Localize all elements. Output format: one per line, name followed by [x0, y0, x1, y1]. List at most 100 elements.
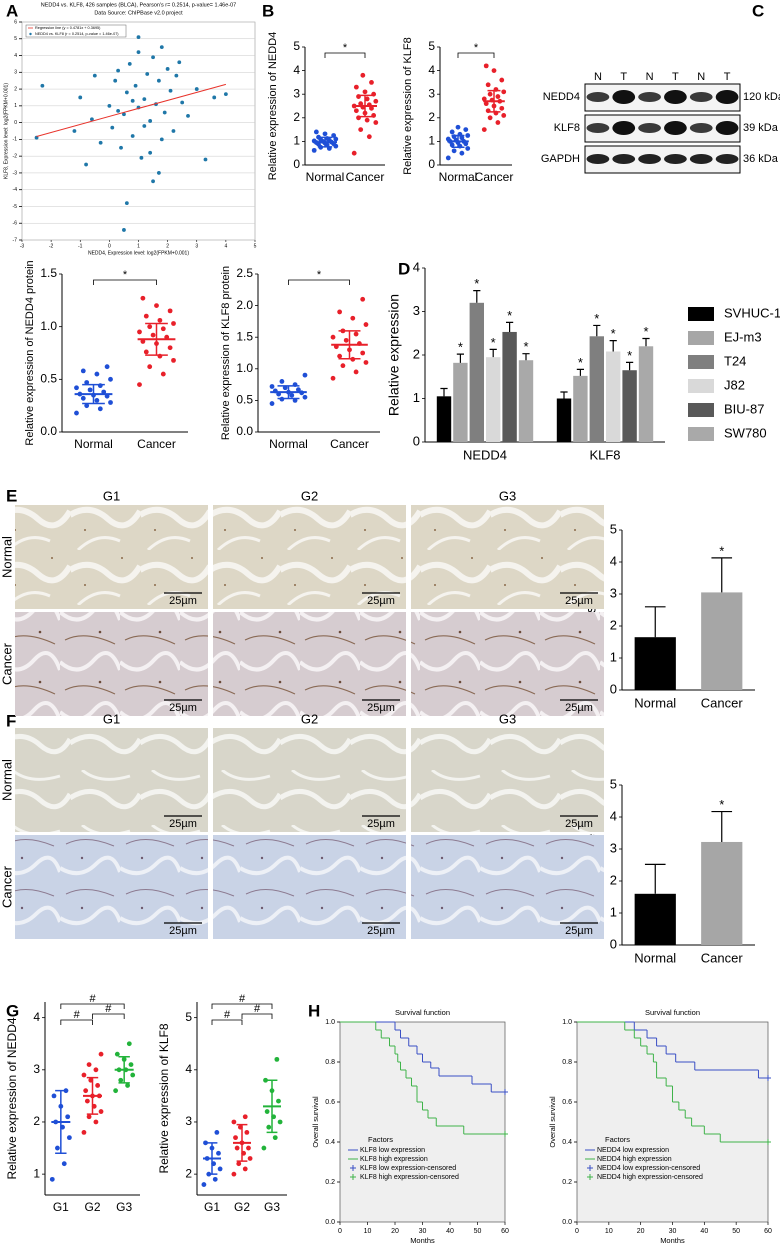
dot: [98, 1109, 104, 1114]
legend-swatch: [688, 427, 714, 441]
dot: [289, 392, 295, 398]
significance-label: #: [239, 993, 246, 1005]
legend-label: Regression line (y = 0.4781x + 0.3695): [35, 26, 101, 30]
dot: [501, 113, 507, 118]
dot: [302, 394, 308, 400]
x-tick-label: 0: [338, 1228, 342, 1235]
y-tick-label: 0.6: [562, 1099, 572, 1106]
dot: [481, 127, 487, 132]
dot: [330, 375, 336, 381]
legend-label: NEDD4 low expression: [597, 1147, 669, 1154]
dot: [157, 317, 163, 323]
micrograph: [213, 728, 406, 832]
dot: [337, 353, 343, 359]
dot: [80, 395, 86, 401]
point: [130, 98, 135, 103]
point: [180, 100, 185, 105]
x-tick-label: 0: [575, 1228, 579, 1235]
scale-bar-label: 25µm: [367, 818, 395, 830]
y-tick-label: 4: [33, 1010, 40, 1024]
censored-mark: [502, 1131, 508, 1137]
blot-band: [586, 123, 610, 133]
scale-bar-label: 25µm: [367, 702, 395, 714]
legend-box: [25, 24, 127, 38]
y-tick-label: 0.8: [562, 1059, 572, 1066]
dot: [333, 136, 339, 142]
x-tick-label: G1: [53, 1200, 69, 1214]
bar: [453, 362, 468, 442]
dot: [459, 150, 465, 156]
y-tick-label: 4: [428, 63, 435, 77]
dot: [171, 321, 176, 326]
x-tick-label: Normal: [306, 170, 345, 184]
point: [212, 95, 217, 100]
legend-swatch: [688, 379, 714, 393]
y-tick-label: 2: [610, 617, 617, 632]
y-tick-label: 1.5: [40, 266, 57, 280]
scale-bar-label: 25µm: [565, 925, 593, 937]
lane-label: N: [594, 71, 602, 83]
significance-label: #: [89, 993, 96, 1005]
dot: [369, 105, 374, 111]
dot: [340, 363, 346, 369]
dot: [86, 1114, 92, 1120]
dot: [353, 84, 359, 90]
chart-subtitle: Data Source: ChIPBase v2.0 project: [94, 10, 183, 16]
regression-line: [36, 83, 227, 137]
legend-label: SVHUC-1: [724, 305, 780, 320]
point: [119, 145, 123, 150]
scale-bar-label: 25µm: [565, 702, 593, 714]
point: [92, 73, 97, 78]
dot: [80, 368, 86, 374]
dot: [51, 1093, 57, 1099]
sd-whisker: [86, 1076, 99, 1115]
y-tick-label: 5: [293, 39, 300, 53]
dot: [449, 142, 455, 148]
y-axis-label: Relative expression of NEDD4 protein: [24, 260, 36, 445]
dot: [264, 1109, 270, 1114]
error-bar: [609, 340, 617, 352]
point: [98, 140, 103, 145]
scale-bar-label: 25µm: [367, 595, 395, 607]
dot: [337, 309, 343, 315]
sd-whisker: [277, 385, 300, 400]
dot: [160, 326, 166, 332]
y-tick-label: 1.0: [325, 1019, 335, 1026]
dot: [216, 1150, 221, 1156]
dot: [231, 1119, 237, 1125]
significance-label: *: [594, 311, 599, 326]
significance-label: *: [491, 335, 496, 350]
point: [90, 117, 94, 122]
x-tick-label: Normal: [74, 437, 113, 451]
dot: [201, 1182, 207, 1187]
blot-band: [715, 154, 739, 164]
bar: [518, 360, 534, 442]
bar: [701, 841, 743, 945]
row-label: KLF8: [554, 122, 580, 134]
blot-band: [612, 121, 636, 135]
plot-area: [339, 1021, 506, 1223]
micrograph: [213, 835, 406, 939]
point: [130, 134, 135, 138]
bar: [436, 396, 452, 442]
y-axis-label: Overall survival: [548, 1096, 557, 1148]
significance-label: *: [317, 269, 322, 281]
dot: [263, 1077, 268, 1083]
legend-swatch: [350, 1174, 356, 1180]
dot: [214, 1130, 220, 1135]
significance-label: #: [254, 1003, 261, 1015]
bar: [638, 346, 654, 442]
dot: [49, 1176, 55, 1182]
point: [162, 110, 167, 115]
point: [194, 87, 199, 91]
panel-label: E: [6, 486, 17, 505]
row-label: NEDD4: [543, 91, 580, 103]
point: [78, 95, 83, 100]
dot: [485, 82, 491, 88]
dot: [274, 1056, 280, 1062]
dot: [445, 136, 451, 142]
panel-label: A: [6, 1, 18, 20]
dot: [353, 108, 359, 114]
dot: [350, 315, 356, 321]
